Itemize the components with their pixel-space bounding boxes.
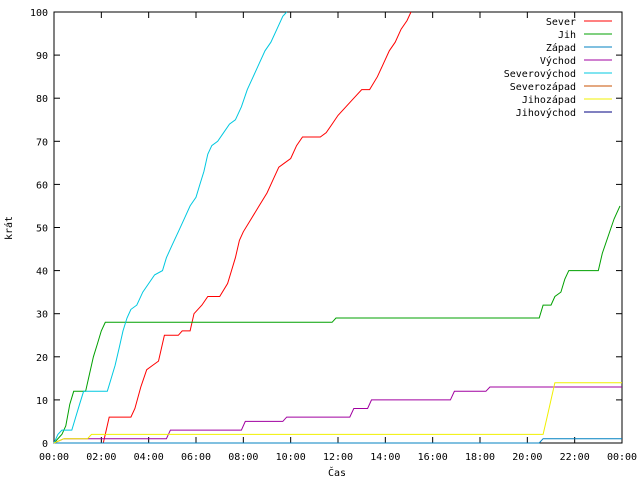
x-tick-label: 16:00 [418, 452, 448, 463]
x-tick-label: 14:00 [370, 452, 400, 463]
y-axis-title: krát [3, 216, 15, 240]
x-tick-label: 02:00 [86, 452, 116, 463]
legend-label: Jihozápad [522, 94, 576, 106]
series-layer [53, 11, 622, 444]
y-tick-label: 20 [36, 353, 48, 364]
tick-labels: 0 10 20 30 40 50 60 70 80 90 100 00:00 02:00 04:00 06:… [30, 8, 637, 463]
legend-label: Východ [540, 55, 576, 67]
y-tick-label: 0 [42, 439, 48, 450]
y-tick-label: 60 [36, 180, 48, 191]
x-axis-title: Čas [328, 466, 346, 479]
legend-label: Severovýchod [504, 68, 576, 80]
y-tick-label: 90 [36, 51, 48, 62]
series-line-sever [54, 11, 412, 444]
y-tick-label: 10 [36, 396, 48, 407]
x-tick-label: 04:00 [134, 452, 164, 463]
y-tick-label: 70 [36, 137, 48, 148]
legend-label: Jihovýchod [516, 107, 576, 119]
legend: Sever JihZápadVýchodSeverovýchodSeverozáp… [504, 17, 612, 119]
x-tick-label: 00:00 [607, 452, 637, 463]
legend-label: Sever [546, 17, 576, 28]
series-line-jih [53, 205, 621, 444]
series-line-západ [54, 438, 622, 444]
legend-label: Severozápad [510, 81, 576, 93]
x-tick-label: 10:00 [276, 452, 306, 463]
x-tick-label: 00:00 [39, 452, 69, 463]
series-line-jihozápad [53, 382, 622, 444]
legend-label: Jih [558, 30, 576, 41]
x-tick-label: 18:00 [465, 452, 495, 463]
x-tick-label: 08:00 [228, 452, 258, 463]
y-tick-label: 80 [36, 94, 48, 105]
y-tick-label: 100 [30, 8, 48, 19]
x-tick-label: 22:00 [560, 452, 590, 463]
series-line-východ [53, 386, 622, 444]
y-tick-label: 50 [36, 224, 48, 235]
x-tick-label: 06:00 [181, 452, 211, 463]
y-tick-label: 30 [36, 310, 48, 321]
legend-label: Západ [546, 42, 576, 54]
x-tick-label: 20:00 [512, 452, 542, 463]
y-tick-label: 40 [36, 267, 48, 278]
series-line-severovýchod [53, 11, 288, 444]
x-tick-label: 12:00 [323, 452, 353, 463]
